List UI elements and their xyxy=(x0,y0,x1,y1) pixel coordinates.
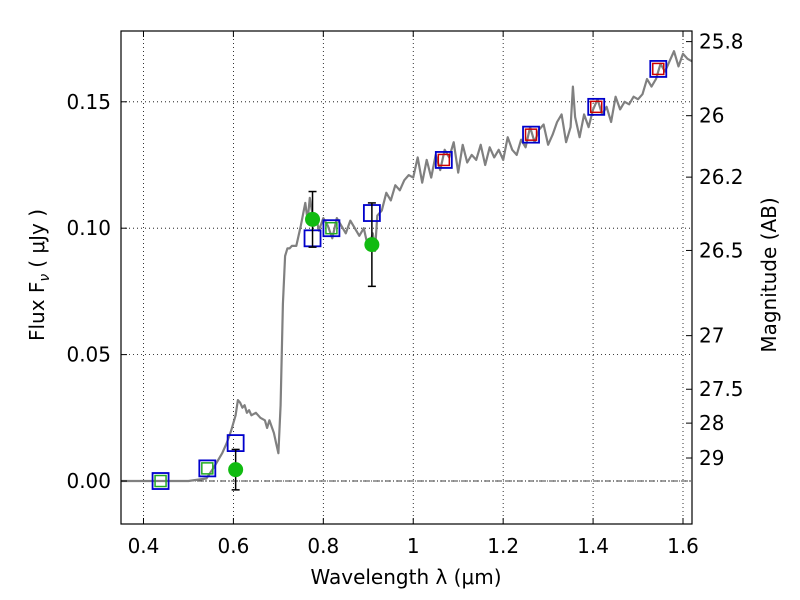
y-tick-label: 0.05 xyxy=(66,343,111,367)
y2-tick-label: 28 xyxy=(699,411,724,435)
y-axis-title: Flux Fν ( μJy ) xyxy=(25,209,53,341)
inner-square-marker xyxy=(154,474,167,488)
inner-square-marker xyxy=(524,128,538,141)
y-tick-labels: 0.00 0.05 0.10 0.15 xyxy=(66,90,111,493)
plot-frame xyxy=(120,30,693,525)
y2-axis-title: Magnitude (AB) xyxy=(757,197,781,352)
x-tick-label: 0.4 xyxy=(128,534,160,558)
square-marker xyxy=(649,60,668,78)
y-tick-label: 0.10 xyxy=(66,216,111,240)
inner-square-marker xyxy=(589,100,603,114)
x-tick-labels: 0.4 0.6 0.8 1 1.2 1.4 1.6 xyxy=(128,534,699,558)
y2-tick-labels: 25.8 26 26.2 26.5 27 27.5 28 29 xyxy=(699,30,744,470)
circle-marker xyxy=(228,462,244,478)
y2-tick-label: 26 xyxy=(699,104,724,128)
square-marker xyxy=(322,219,341,238)
square-marker xyxy=(522,125,540,144)
inner-square-marker xyxy=(201,462,214,475)
photometry-markers xyxy=(151,60,668,491)
circle-marker xyxy=(364,237,380,253)
model-spectrum xyxy=(121,50,693,483)
circle-marker xyxy=(305,211,321,227)
y2-tick-label: 29 xyxy=(699,446,724,470)
square-marker xyxy=(587,97,606,116)
y2-tick-label: 27.5 xyxy=(699,377,744,401)
y-tick-label: 0.00 xyxy=(66,469,111,493)
x-axis-title: Wavelength λ (μm) xyxy=(310,565,501,589)
x-tick-label: 1.4 xyxy=(577,534,609,558)
grid-lines xyxy=(121,31,692,524)
inner-square-marker xyxy=(437,153,451,167)
x-tick-label: 0.8 xyxy=(307,534,339,558)
y2-tick-label: 26.2 xyxy=(699,165,744,189)
y-axis-title-main: Flux F xyxy=(25,282,49,341)
x-tick-label: 0.6 xyxy=(217,534,249,558)
square-marker xyxy=(434,151,453,169)
x-tick-label: 1.6 xyxy=(667,534,699,558)
y2-tick-label: 27 xyxy=(699,324,724,348)
y-axis-title-unit: ( μJy ) xyxy=(25,209,49,268)
x-tick-label: 1 xyxy=(407,534,420,558)
spectrum-line xyxy=(121,50,693,483)
square-marker xyxy=(151,472,170,490)
inner-square-marker xyxy=(325,221,338,235)
y-axis-title-subscript: ν xyxy=(37,274,53,282)
x-tick-label: 1.2 xyxy=(487,534,519,558)
y2-tick-label: 26.5 xyxy=(699,238,744,262)
inner-square-marker xyxy=(652,62,665,76)
axis-ticks xyxy=(121,31,692,524)
square-marker xyxy=(198,459,217,478)
y-tick-label: 0.15 xyxy=(66,90,111,114)
y2-tick-label: 25.8 xyxy=(699,30,744,54)
